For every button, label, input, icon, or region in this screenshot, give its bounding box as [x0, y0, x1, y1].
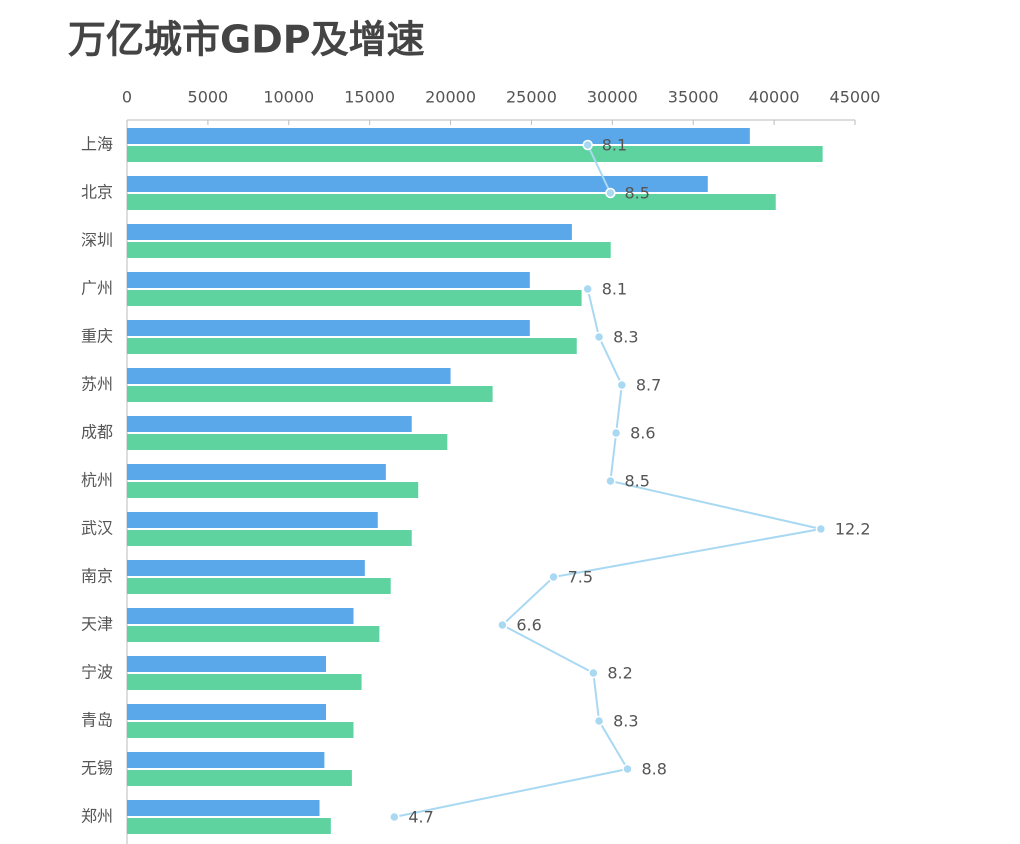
- y-tick-label: 成都: [81, 423, 113, 442]
- x-tick-label: 20000: [425, 88, 476, 107]
- bar: [127, 752, 325, 768]
- growth-point: [582, 139, 593, 151]
- bar: [127, 290, 582, 306]
- bar: [127, 242, 611, 258]
- bar: [127, 272, 530, 288]
- growth-point: [622, 763, 633, 775]
- data-label: 4.7: [408, 808, 433, 827]
- y-tick-label: 杭州: [81, 471, 113, 490]
- data-label: 8.3: [613, 712, 638, 731]
- growth-point: [593, 331, 605, 343]
- y-tick-label: 天津: [81, 615, 113, 634]
- growth-point: [548, 571, 559, 583]
- y-tick-label: 深圳: [81, 231, 113, 250]
- bar: [127, 368, 451, 384]
- x-tick-label: 40000: [749, 88, 800, 107]
- bar: [127, 416, 412, 432]
- bar: [127, 722, 354, 738]
- y-tick-label: 郑州: [81, 807, 113, 826]
- data-label: 8.2: [607, 664, 632, 683]
- bar: [127, 224, 572, 240]
- growth-line: [394, 144, 822, 818]
- x-tick-label: 25000: [506, 88, 557, 107]
- y-tick-label: 重庆: [81, 327, 113, 346]
- bar: [127, 656, 326, 672]
- x-tick-label: 15000: [344, 88, 395, 107]
- data-label: 8.3: [613, 328, 638, 347]
- chart-title: 万亿城市GDP及增速: [68, 18, 425, 62]
- data-label: 8.5: [624, 184, 649, 203]
- y-tick-label: 广州: [81, 279, 113, 298]
- bar: [127, 800, 320, 816]
- growth-point: [389, 811, 400, 823]
- y-tick-label: 无锡: [81, 759, 113, 778]
- x-tick-label: 10000: [263, 88, 314, 107]
- growth-point: [593, 715, 605, 727]
- bar: [127, 530, 412, 546]
- bar: [127, 674, 362, 690]
- x-tick-label: 45000: [830, 88, 881, 107]
- bar: [127, 578, 391, 594]
- data-label: 8.8: [642, 760, 667, 779]
- y-tick-label: 青岛: [81, 711, 113, 730]
- bar: [127, 146, 823, 162]
- x-tick-label: 35000: [668, 88, 719, 107]
- data-label: 8.7: [636, 376, 661, 395]
- y-tick-label: 南京: [81, 567, 113, 586]
- growth-point: [605, 187, 616, 199]
- growth-point: [497, 619, 508, 631]
- data-label: 7.5: [568, 568, 593, 587]
- bar: [127, 128, 750, 144]
- bar: [127, 194, 776, 210]
- growth-point: [588, 667, 599, 679]
- y-tick-label: 武汉: [81, 519, 113, 538]
- bar: [127, 320, 530, 336]
- bar: [127, 512, 378, 528]
- bar: [127, 176, 708, 192]
- y-tick-label: 苏州: [81, 375, 113, 394]
- data-label: 8.6: [630, 424, 655, 443]
- growth-point: [610, 427, 622, 439]
- growth-point: [616, 379, 628, 391]
- bar: [127, 704, 326, 720]
- data-label: 8.5: [624, 472, 649, 491]
- bar: [127, 818, 331, 834]
- data-label: 6.6: [516, 616, 541, 635]
- growth-point: [815, 523, 827, 535]
- bar: [127, 386, 493, 402]
- data-label: 8.1: [602, 280, 627, 299]
- y-tick-label: 宁波: [81, 663, 113, 682]
- bar: [127, 434, 448, 450]
- data-label: 12.2: [835, 520, 871, 539]
- growth-point: [582, 283, 593, 295]
- bar: [127, 338, 577, 354]
- x-tick-label: 0: [122, 88, 132, 107]
- x-tick-label: 30000: [587, 88, 638, 107]
- x-tick-label: 5000: [188, 88, 229, 107]
- bar: [127, 770, 352, 786]
- data-label: 8.1: [602, 136, 627, 155]
- bar: [127, 482, 419, 498]
- bar: [127, 464, 386, 480]
- y-tick-label: 上海: [81, 135, 113, 154]
- bar: [127, 560, 365, 576]
- bar: [127, 608, 354, 624]
- growth-point: [605, 475, 616, 487]
- y-tick-label: 北京: [81, 183, 113, 202]
- bar: [127, 626, 380, 642]
